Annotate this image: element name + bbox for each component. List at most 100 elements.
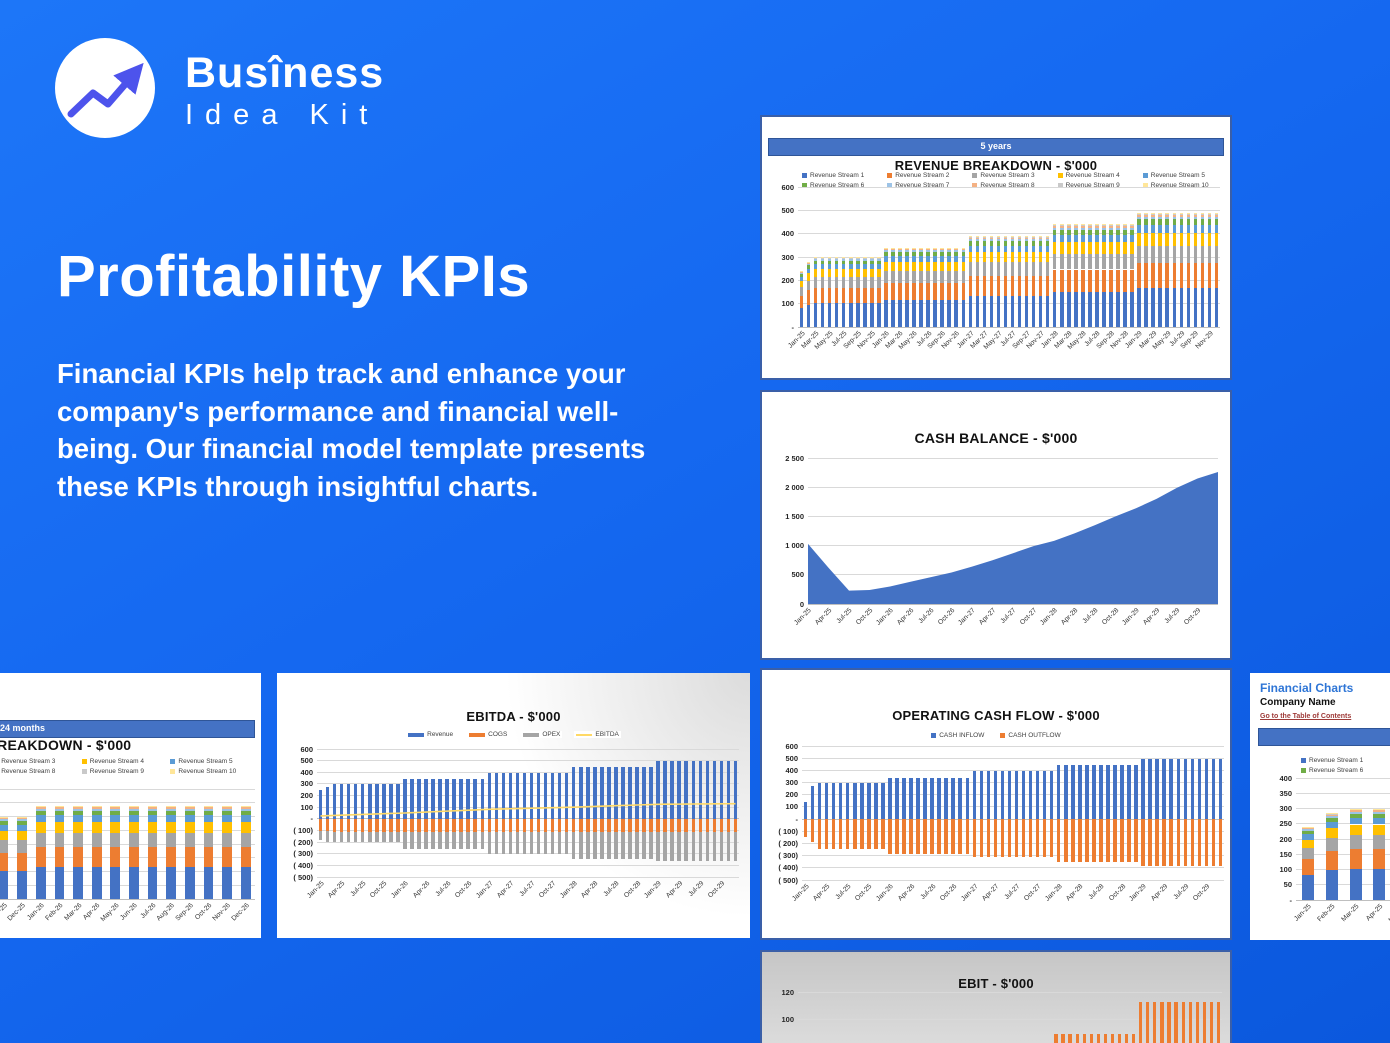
bar-segment <box>691 818 696 833</box>
bar-segment <box>961 255 966 262</box>
legend-label: Revenue Stream 9 <box>89 768 144 775</box>
bar-segment <box>1144 224 1148 233</box>
bar-segment <box>1092 764 1096 820</box>
bar-segment <box>318 818 323 832</box>
bar-segment <box>705 818 710 833</box>
bar-segment <box>1089 1033 1093 1043</box>
bar-segment <box>1214 245 1219 263</box>
legend-swatch-icon <box>1057 173 1063 178</box>
legend-swatch-icon <box>802 173 807 178</box>
bar-segment <box>1067 227 1071 230</box>
bar-segment <box>1059 292 1064 327</box>
bar-segment <box>203 821 214 833</box>
bar-segment <box>820 303 825 327</box>
bar-segment <box>543 831 548 855</box>
bar-segment <box>877 260 881 265</box>
bar-segment <box>799 276 804 281</box>
bar-segment <box>996 251 1001 263</box>
bar-segment <box>968 241 973 246</box>
bar-segment <box>993 819 998 858</box>
bar-segment <box>1207 214 1212 217</box>
bar-segment <box>424 778 428 819</box>
gridline <box>802 867 1224 869</box>
bar-segment <box>1052 224 1057 226</box>
bar-segment <box>806 280 811 291</box>
bar-segment <box>222 805 232 807</box>
bar-segment <box>834 277 839 288</box>
bar-segment <box>1165 216 1169 219</box>
bar-segment <box>54 867 65 899</box>
bar-segment <box>73 832 83 847</box>
bar-segment <box>898 248 902 250</box>
y-axis-tick: 2 000 <box>785 482 804 492</box>
bar-segment <box>961 270 966 283</box>
bar-segment <box>820 260 825 265</box>
bar-segment <box>346 831 351 843</box>
bar-segment <box>1165 245 1169 263</box>
bar-segment <box>571 767 576 819</box>
bar-segment <box>982 239 987 241</box>
bar-segment <box>1052 269 1057 293</box>
bar-segment <box>975 251 980 263</box>
bar-segment <box>1003 239 1008 241</box>
bar-segment <box>827 260 832 265</box>
bar-segment <box>1067 224 1071 226</box>
bar-segment <box>438 778 442 819</box>
bar-segment <box>1038 245 1043 252</box>
legend-swatch-icon <box>887 173 893 178</box>
bar-segment <box>1010 251 1015 263</box>
bar-segment <box>1137 216 1141 219</box>
bar-segment <box>1095 226 1099 228</box>
bar-segment <box>147 815 158 822</box>
bar-segment <box>877 264 881 270</box>
bar-segment <box>0 818 9 820</box>
bar-segment <box>834 260 839 265</box>
bar-segment <box>578 832 583 859</box>
gridline <box>798 326 1220 328</box>
bar-segment <box>1186 262 1191 289</box>
bar-segment <box>586 767 590 819</box>
bar-segment <box>1130 235 1134 243</box>
logo-line2: Idea Kit <box>185 99 380 131</box>
bar-segment <box>926 300 930 327</box>
bar-segment <box>1214 288 1219 327</box>
table-of-contents-link[interactable]: Go to the Table of Contents <box>1260 713 1352 720</box>
bar-segment <box>452 778 456 819</box>
bar-segment <box>166 832 177 847</box>
bar-segment <box>912 249 916 251</box>
bar-segment <box>891 248 895 250</box>
gridline <box>1296 899 1390 901</box>
bar-segment <box>73 810 83 816</box>
bar-segment <box>35 807 46 809</box>
gridline <box>808 603 1218 605</box>
bar-segment <box>813 287 818 304</box>
bar-segment <box>403 818 407 832</box>
bar-segment <box>1024 245 1029 252</box>
bar-segment <box>1373 848 1386 869</box>
gridline <box>808 457 1218 459</box>
bar-segment <box>129 821 139 833</box>
bar-segment <box>1102 242 1106 255</box>
bar-segment <box>240 832 251 847</box>
bar-segment <box>1169 819 1173 866</box>
bar-segment <box>91 832 102 847</box>
bar-segment <box>820 258 825 260</box>
bar-segment <box>1151 212 1155 214</box>
bar-segment <box>1349 868 1362 900</box>
bar-segment <box>975 276 980 297</box>
bar-segment <box>1000 819 1005 858</box>
bar-segment <box>1052 242 1057 255</box>
bar-segment <box>926 249 930 251</box>
bar-segment <box>1010 239 1015 241</box>
bar-segment <box>1144 245 1148 263</box>
bar-segment <box>870 257 874 258</box>
bar-segment <box>494 831 499 855</box>
bar-segment <box>445 778 449 819</box>
bar-segment <box>1059 229 1064 236</box>
bar-segment <box>389 783 393 819</box>
bar-segment <box>73 806 83 808</box>
bar-segment <box>1017 236 1022 237</box>
bar-segment <box>1017 241 1022 246</box>
bar-segment <box>1349 809 1362 811</box>
bar-segment <box>1085 819 1089 862</box>
